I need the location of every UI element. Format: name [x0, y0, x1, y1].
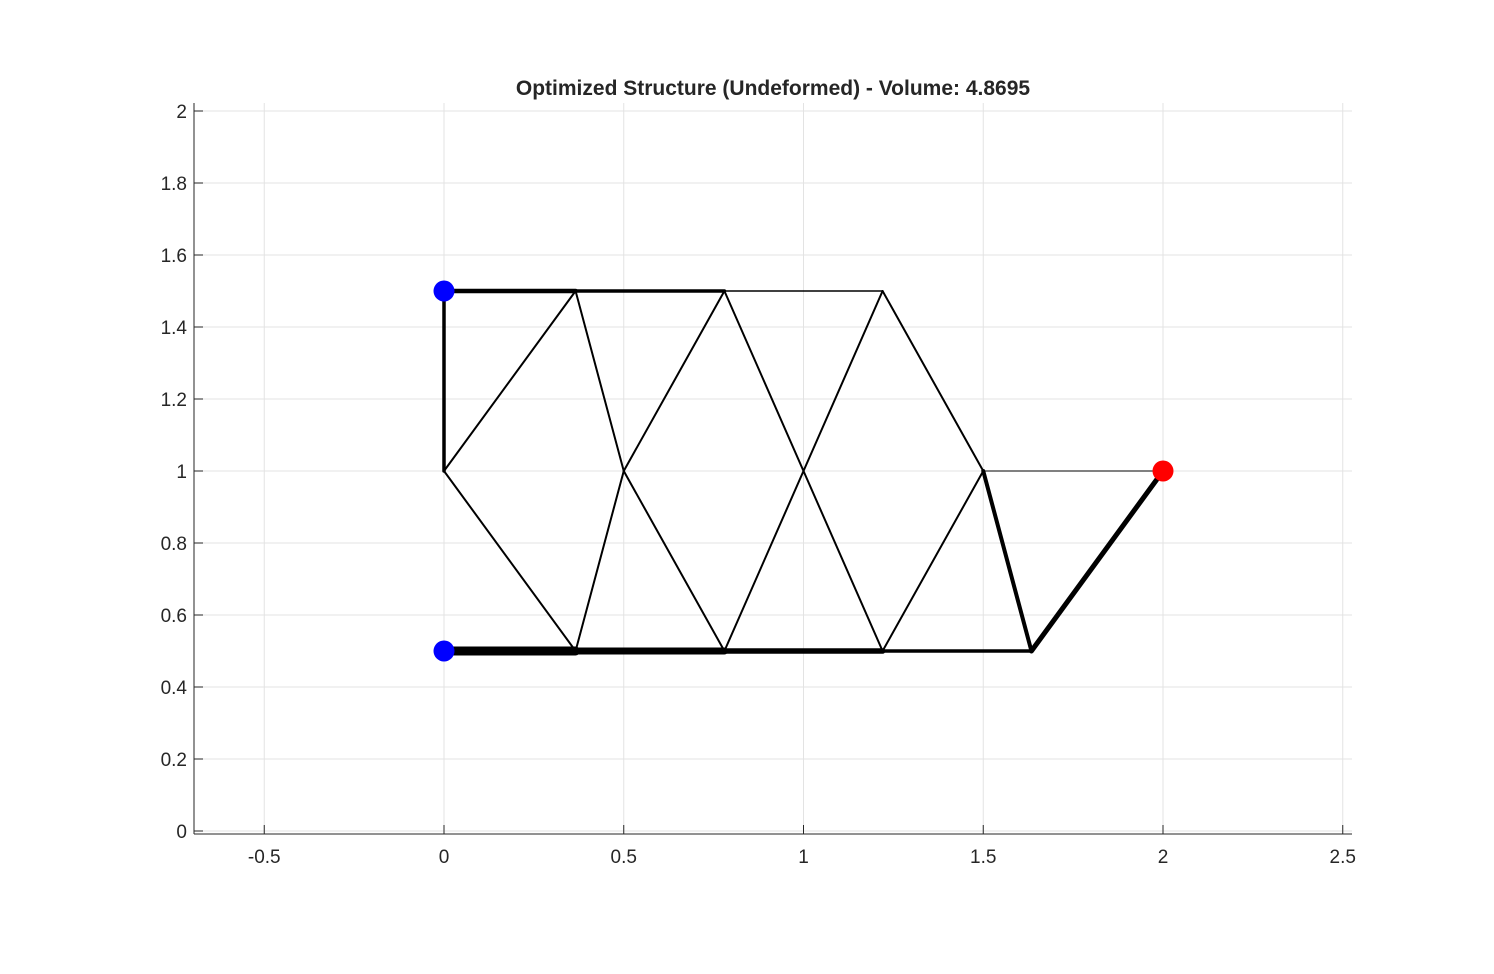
x-tick-label: 0.5: [611, 847, 637, 868]
support-node-marker: [433, 640, 455, 662]
y-tick-label: 0: [176, 822, 187, 843]
truss-member: [622, 290, 726, 472]
axes: -0.5 0 0.5 1 1.5 2 2.5 0 0.2 0.4 0.6 0.8 1 1.2 1.4 1.6 1…: [161, 102, 1356, 868]
x-tick-label: 0: [439, 847, 450, 868]
truss-member: [881, 470, 985, 652]
y-tick-label: 0.6: [161, 606, 187, 627]
truss-member: [723, 470, 805, 652]
truss-member: [802, 470, 884, 652]
truss-member: [881, 290, 985, 472]
truss-member: [443, 470, 577, 652]
y-tick-label: 0.8: [161, 534, 187, 555]
y-tick-label: 1: [176, 462, 187, 483]
truss-member: [1028, 468, 1166, 654]
x-tick-label: 1: [798, 847, 809, 868]
x-tick-label: 2.5: [1330, 847, 1356, 868]
truss-member: [574, 290, 625, 472]
support-node-marker: [433, 280, 455, 302]
y-tick-label: 1.2: [161, 390, 187, 411]
truss-member: [622, 470, 726, 652]
y-tick-label: 0.4: [161, 678, 188, 699]
truss-member: [723, 290, 805, 472]
truss-member: [802, 290, 884, 472]
x-tick-label: -0.5: [248, 847, 281, 868]
y-tick-label: 0.2: [161, 750, 187, 771]
node-markers: [433, 280, 1174, 662]
truss-members: [439, 288, 1166, 656]
truss-member: [981, 469, 1034, 653]
x-tick-label: 2: [1158, 847, 1169, 868]
y-tick-label: 1.6: [161, 246, 187, 267]
y-tick-label: 1.8: [161, 174, 187, 195]
grid-lines: [194, 103, 1352, 834]
chart-title: Optimized Structure (Undeformed) - Volum…: [516, 77, 1031, 100]
x-tick-label: 1.5: [970, 847, 996, 868]
y-tick-label: 2: [176, 102, 187, 123]
truss-member: [443, 290, 577, 472]
y-tick-label: 1.4: [161, 318, 188, 339]
truss-member: [574, 470, 625, 652]
load-node-marker: [1152, 460, 1174, 482]
